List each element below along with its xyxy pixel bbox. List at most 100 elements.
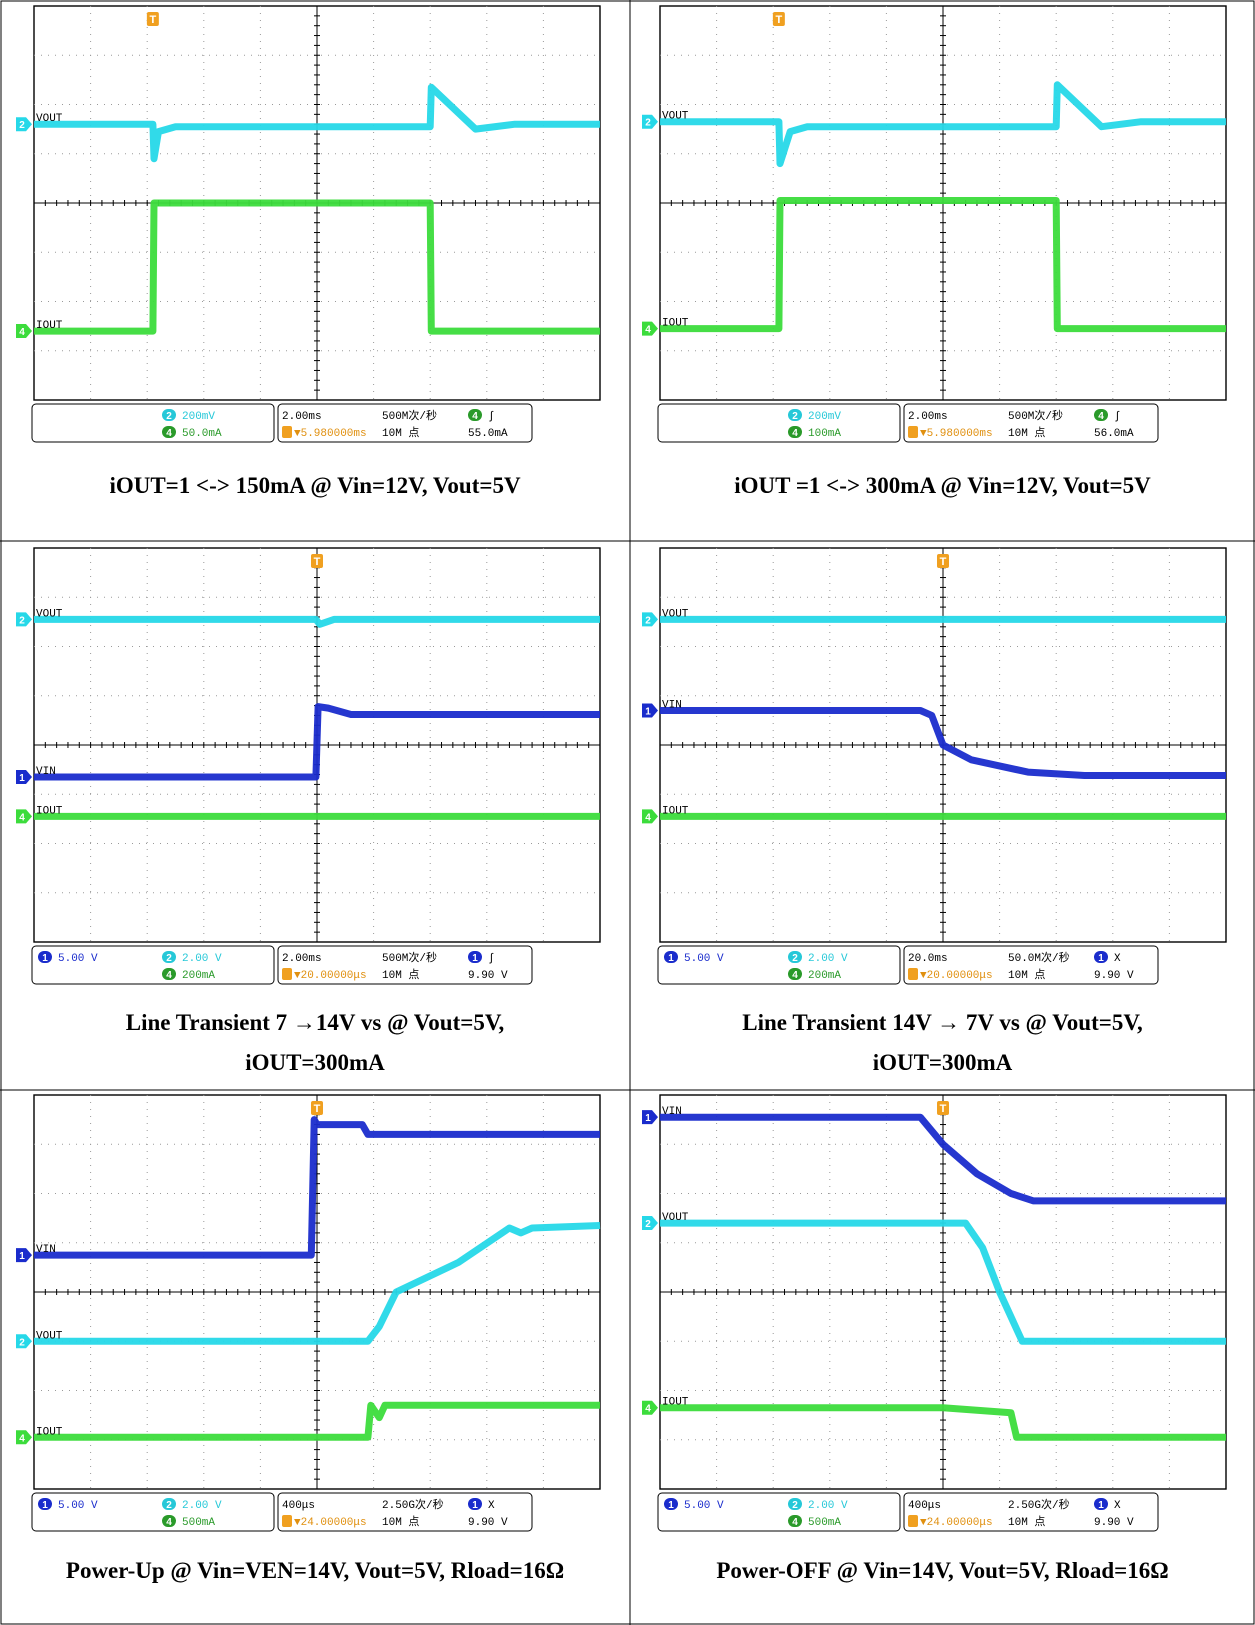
trace-vin <box>34 703 600 781</box>
svg-text:1: 1 <box>42 1500 48 1511</box>
channel-label: VIN <box>662 1106 682 1118</box>
svg-text:4: 4 <box>792 428 798 439</box>
svg-text:T: T <box>940 1103 947 1115</box>
trigger-mode: X <box>488 1500 495 1512</box>
trigger-delay: ▼20.00000μs <box>920 970 993 982</box>
channel-label: VIN <box>662 700 682 712</box>
channel-label: VIN <box>36 766 56 778</box>
scope-svg: T 2 VOUT 1 VIN 4 IOUT 1 5.00 V 2 2.00 V 4 200mA 20.0m… <box>642 547 1227 985</box>
ch2-scale: 200mV <box>182 411 215 423</box>
ch4-scale: 200mA <box>182 970 215 982</box>
channel-badge-icon <box>664 951 678 963</box>
channel-marker-vin: 1 VIN <box>642 1106 682 1125</box>
channel-marker-vout: 2 VOUT <box>642 111 689 129</box>
trigger-icon <box>908 426 918 438</box>
trigger-icon <box>282 1515 292 1527</box>
caption-line-1: iOUT=1 <-> 150mA @ Vin=12V, Vout=5V <box>109 473 521 498</box>
svg-text:2: 2 <box>19 1337 25 1348</box>
svg-text:4: 4 <box>645 1404 651 1415</box>
svg-text:4: 4 <box>166 1517 172 1528</box>
trigger-marker-icon: T <box>311 1101 323 1115</box>
channel-badge-icon <box>162 968 176 980</box>
trace-vout <box>660 81 1226 168</box>
caption-line-1: Line Transient 7 →14V vs @ Vout=5V, <box>125 1010 505 1035</box>
channel-label: IOUT <box>36 1426 63 1438</box>
ch2-scale: 200mV <box>808 411 841 423</box>
svg-text:2: 2 <box>19 120 25 131</box>
trace-vout <box>34 615 600 628</box>
channel-badge-icon <box>1094 951 1108 963</box>
channel-label: VIN <box>36 1244 56 1256</box>
trigger-marker-icon: T <box>937 554 949 568</box>
record-length: 10M 点 <box>382 968 419 982</box>
ch1-scale: 5.00 V <box>684 1500 724 1512</box>
svg-text:2: 2 <box>792 1500 798 1511</box>
trigger-marker-icon: T <box>311 554 323 568</box>
graticule-grid <box>33 1094 601 1490</box>
trigger-level: 9.90 V <box>468 1517 508 1529</box>
timebase: 400μs <box>282 1500 315 1512</box>
ch1-scale: 5.00 V <box>58 1500 98 1512</box>
caption: Power-OFF @ Vin=14V, Vout=5V, Rload=16Ω <box>630 1551 1255 1591</box>
sample-rate: 500M次/秒 <box>1008 408 1063 423</box>
ch4-scale: 50.0mA <box>182 428 222 440</box>
channel-badge-icon <box>162 426 176 438</box>
caption-line-1: Power-Up @ Vin=VEN=14V, Vout=5V, Rload=1… <box>65 1558 565 1583</box>
cell-p1: T 2 VOUT 4 IOUT 2 200mV 4 50.0mA 2.00ms 500M次/秒 ▼5.… <box>0 0 630 541</box>
status-bar: 1 5.00 V 2 2.00 V 4 500mA 400μs 2.50G次/秒 ▼24.000… <box>657 1492 1159 1532</box>
channel-marker-iout: 4 IOUT <box>642 805 689 824</box>
channel-badge-icon <box>788 951 802 963</box>
ch4-scale: 500mA <box>808 1517 841 1529</box>
channel-label: VOUT <box>662 1212 689 1224</box>
channel-label: VOUT <box>36 113 63 125</box>
channel-marker-vout: 2 VOUT <box>16 113 63 132</box>
channel-marker-iout: 4 IOUT <box>16 1426 63 1445</box>
trace-vout <box>34 1222 601 1345</box>
sample-rate: 2.50G次/秒 <box>1008 1497 1070 1512</box>
sample-rate: 2.50G次/秒 <box>382 1497 444 1512</box>
svg-text:2: 2 <box>166 1500 172 1511</box>
scope-screen: T 2 VOUT 4 IOUT 2 200mV 4 50.0mA 2.00ms 500M次/秒 ▼5.… <box>14 4 624 459</box>
record-length: 10M 点 <box>382 1515 419 1529</box>
caption: Line Transient 7 →14V vs @ Vout=5V, iOUT… <box>0 1003 630 1083</box>
trigger-mode: ∫ <box>488 411 495 423</box>
ch4-scale: 200mA <box>808 970 841 982</box>
scope-screen: T 2 VOUT 1 VIN 4 IOUT 1 5.00 V 2 2.00 V 4 200mA 2.00m… <box>14 546 624 1001</box>
trace-vin <box>660 1113 1226 1205</box>
channel-label: IOUT <box>662 318 689 330</box>
svg-text:T: T <box>314 556 321 568</box>
svg-text:4: 4 <box>645 812 651 823</box>
channel-marker-iout: 4 IOUT <box>16 320 63 339</box>
svg-text:4: 4 <box>645 325 651 336</box>
trace-vin <box>660 707 1226 779</box>
timebase: 20.0ms <box>908 953 948 965</box>
svg-text:T: T <box>775 14 782 26</box>
svg-text:2: 2 <box>645 615 651 626</box>
caption: Power-Up @ Vin=VEN=14V, Vout=5V, Rload=1… <box>0 1551 630 1591</box>
channel-badge-icon <box>38 1498 52 1510</box>
svg-text:1: 1 <box>472 1500 478 1511</box>
svg-text:2: 2 <box>166 411 172 422</box>
channel-marker-vin: 1 VIN <box>16 1244 56 1263</box>
channel-badge-icon <box>162 1498 176 1510</box>
svg-text:4: 4 <box>166 428 172 439</box>
trigger-delay: ▼5.980000ms <box>294 428 367 440</box>
ch1-scale: 5.00 V <box>58 953 98 965</box>
channel-marker-vout: 2 VOUT <box>642 1212 689 1231</box>
trigger-level: 56.0mA <box>1094 428 1134 440</box>
caption-line-2: iOUT=300mA <box>872 1050 1013 1075</box>
scope-svg: T 2 VOUT 4 IOUT 2 200mV 4 100mA 2.00ms 500M次/秒 ▼5.9… <box>642 5 1227 443</box>
trace-vout <box>660 1219 1226 1345</box>
channel-label: VOUT <box>36 608 63 620</box>
trigger-mode: X <box>1114 953 1121 965</box>
ch2-scale: 2.00 V <box>182 1500 222 1512</box>
status-bar: 2 200mV 4 100mA 2.00ms 500M次/秒 ▼5.980000ms 10M … <box>657 403 1159 443</box>
timebase: 2.00ms <box>282 411 322 423</box>
cell-p5: T 1 VIN 2 VOUT 4 IOUT 1 5.00 V 2 2.00 V 4 500mA 400μs… <box>0 1090 630 1625</box>
channel-badge-icon <box>468 409 482 421</box>
svg-text:2: 2 <box>645 118 651 129</box>
scope-screen: T 2 VOUT 1 VIN 4 IOUT 1 5.00 V 2 2.00 V 4 200mA 20.0m… <box>640 546 1250 1001</box>
channel-badge-icon <box>1094 409 1108 421</box>
trigger-mode: ∫ <box>1114 411 1121 423</box>
